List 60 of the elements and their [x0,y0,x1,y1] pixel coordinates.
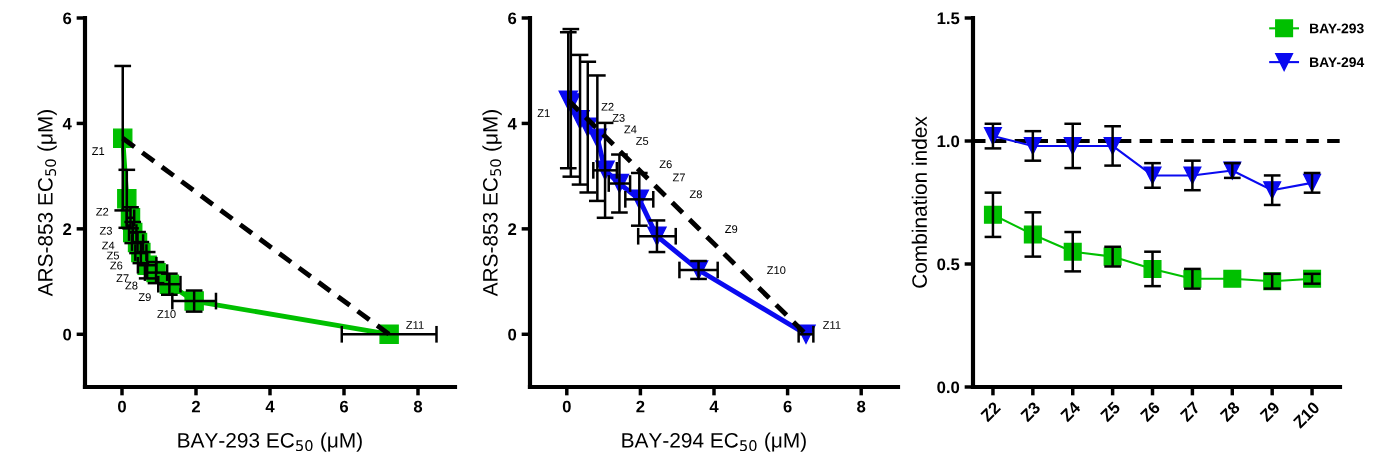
y-tick-label: 0.5 [937,258,960,271]
y-tick-label: 4 [507,118,517,130]
x-tick-label: 0 [562,400,571,413]
x-tick-label: Z6 [1139,400,1161,423]
legend-label: BAY-294 [1310,57,1365,68]
y-tick-label: 0 [508,328,517,341]
x-tick-label: Z8 [1219,400,1241,423]
annotation: Z11 [823,321,841,329]
annotation: Z7 [672,173,685,182]
x-tick-label: Z5 [1099,400,1121,423]
y-tick-label: 2 [63,223,72,235]
y-tick-label: 6 [63,12,72,25]
x-tick-label: 4 [265,400,275,413]
y-axis-title: Combination index [911,116,927,288]
annotation: Z3 [99,226,112,235]
x-tick-label: 8 [413,400,423,413]
x-tick-label: 0 [118,400,126,413]
annotation: Z1 [537,109,550,117]
annotation: Z3 [612,113,625,122]
x-tick-label: Z9 [1259,400,1281,423]
y-tick-label: 1.0 [937,135,960,148]
annotation: Z6 [110,261,123,270]
annotation: Z10 [767,266,786,275]
x-axis-title: BAY-293 EC$_{50}$ (μM) [178,432,362,452]
y-tick-label: 4 [62,118,72,130]
annotation: Z2 [96,207,109,216]
x-tick-label: Z4 [1059,400,1082,423]
annotation: Z5 [636,137,649,145]
x-tick-label: 6 [339,400,349,413]
annotation: Z9 [138,293,151,302]
x-tick-label: 8 [857,400,866,413]
x-tick-label: 2 [191,400,200,413]
x-tick-label: 6 [783,400,792,413]
x-tick-label: Z2 [979,400,1002,423]
x-tick-label: Z10 [1292,400,1321,429]
y-tick-label: 0 [63,328,72,341]
annotation: Z2 [601,102,614,111]
x-tick-label: Z3 [1019,400,1042,423]
annotation: Z10 [157,310,176,318]
y-axis-title: ARS-853 EC$_{50}$ (μM) [37,110,57,297]
x-tick-label: 4 [709,400,719,413]
annotation: Z6 [659,160,672,169]
annotation: Z7 [116,274,129,282]
annotation: Z1 [92,147,105,155]
x-tick-label: Z7 [1179,401,1201,423]
annotation: Z4 [624,125,637,134]
x-tick-label: 2 [636,400,645,413]
y-tick-label: 0.0 [937,381,960,394]
annotation: Z8 [125,281,138,290]
annotation: Z8 [689,190,702,199]
annotation: Z9 [725,225,738,233]
y-tick-label: 2 [508,223,517,235]
annotation: Z4 [102,241,115,250]
x-axis-title: BAY-294 EC$_{50}$ (μM) [622,432,806,452]
y-tick-label: 6 [508,12,517,25]
y-tick-label: 1.5 [937,12,960,25]
y-axis-title: ARS-853 EC$_{50}$ (μM) [482,110,502,297]
annotation: Z11 [406,321,424,329]
legend-label: BAY-293 [1310,23,1364,34]
annotation: Z5 [106,251,120,260]
